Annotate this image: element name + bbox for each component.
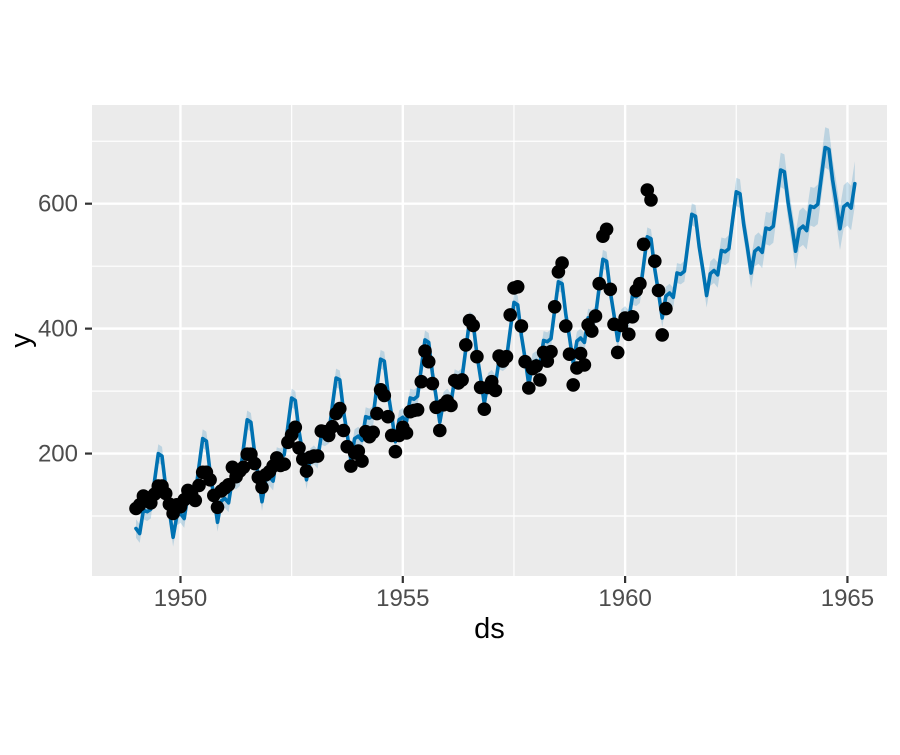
data-point bbox=[370, 406, 384, 421]
y-tick-label: 400 bbox=[38, 316, 78, 343]
data-point bbox=[466, 318, 481, 333]
data-point bbox=[255, 480, 269, 495]
data-point bbox=[573, 346, 588, 361]
data-point bbox=[533, 373, 547, 387]
data-point bbox=[577, 358, 592, 372]
data-point bbox=[459, 338, 473, 352]
data-point bbox=[292, 441, 306, 455]
data-point bbox=[414, 374, 429, 389]
data-point bbox=[503, 308, 517, 322]
data-point bbox=[421, 354, 436, 369]
data-point bbox=[562, 347, 577, 362]
data-point bbox=[622, 327, 636, 342]
data-point bbox=[644, 193, 658, 207]
data-point bbox=[566, 378, 580, 392]
data-point bbox=[410, 403, 425, 417]
data-point bbox=[470, 349, 484, 364]
data-point bbox=[399, 426, 414, 440]
data-point bbox=[277, 457, 292, 472]
x-tick-label: 1950 bbox=[154, 585, 207, 612]
data-point bbox=[203, 473, 217, 487]
data-point bbox=[388, 444, 403, 459]
data-point bbox=[247, 456, 262, 471]
data-point bbox=[477, 402, 492, 417]
data-point bbox=[210, 500, 225, 515]
data-point bbox=[488, 383, 503, 398]
data-point bbox=[425, 376, 440, 391]
x-tick-label: 1965 bbox=[821, 585, 874, 612]
data-point bbox=[192, 478, 206, 493]
data-point bbox=[377, 388, 392, 403]
data-point bbox=[310, 449, 325, 463]
data-point bbox=[355, 454, 369, 468]
data-point bbox=[585, 324, 599, 338]
data-point bbox=[544, 344, 558, 359]
data-point bbox=[510, 280, 525, 294]
data-point bbox=[344, 459, 358, 473]
data-point bbox=[547, 300, 562, 314]
data-point bbox=[522, 381, 536, 395]
data-point bbox=[648, 254, 662, 268]
data-point bbox=[188, 493, 203, 508]
data-point bbox=[636, 237, 651, 252]
data-point bbox=[333, 401, 347, 416]
data-point bbox=[651, 283, 666, 298]
data-point bbox=[610, 345, 625, 360]
y-tick-label: 600 bbox=[38, 191, 78, 218]
data-point bbox=[603, 282, 618, 297]
data-point bbox=[158, 486, 173, 501]
data-point bbox=[592, 276, 606, 291]
data-point bbox=[288, 420, 303, 435]
y-axis-title: y bbox=[5, 333, 37, 348]
data-point bbox=[299, 464, 314, 478]
x-axis-title: ds bbox=[474, 613, 505, 645]
data-point bbox=[366, 425, 381, 440]
data-point bbox=[633, 276, 647, 291]
data-point bbox=[529, 359, 543, 373]
x-tick-label: 1955 bbox=[376, 585, 429, 612]
data-point bbox=[418, 344, 432, 358]
data-point bbox=[325, 419, 340, 434]
data-point bbox=[559, 319, 573, 333]
y-tick-label: 200 bbox=[38, 441, 78, 468]
data-point bbox=[499, 349, 514, 364]
data-point bbox=[555, 256, 569, 270]
data-point bbox=[659, 301, 673, 316]
data-point bbox=[625, 310, 640, 324]
data-point bbox=[433, 423, 447, 438]
data-point bbox=[336, 423, 351, 438]
data-point bbox=[236, 460, 251, 475]
data-point bbox=[444, 398, 458, 413]
data-point bbox=[588, 309, 603, 323]
data-point bbox=[381, 409, 395, 424]
data-point bbox=[455, 373, 469, 387]
data-point bbox=[514, 319, 529, 333]
data-point bbox=[599, 222, 614, 237]
data-point bbox=[655, 328, 669, 342]
x-tick-label: 1960 bbox=[598, 585, 651, 612]
